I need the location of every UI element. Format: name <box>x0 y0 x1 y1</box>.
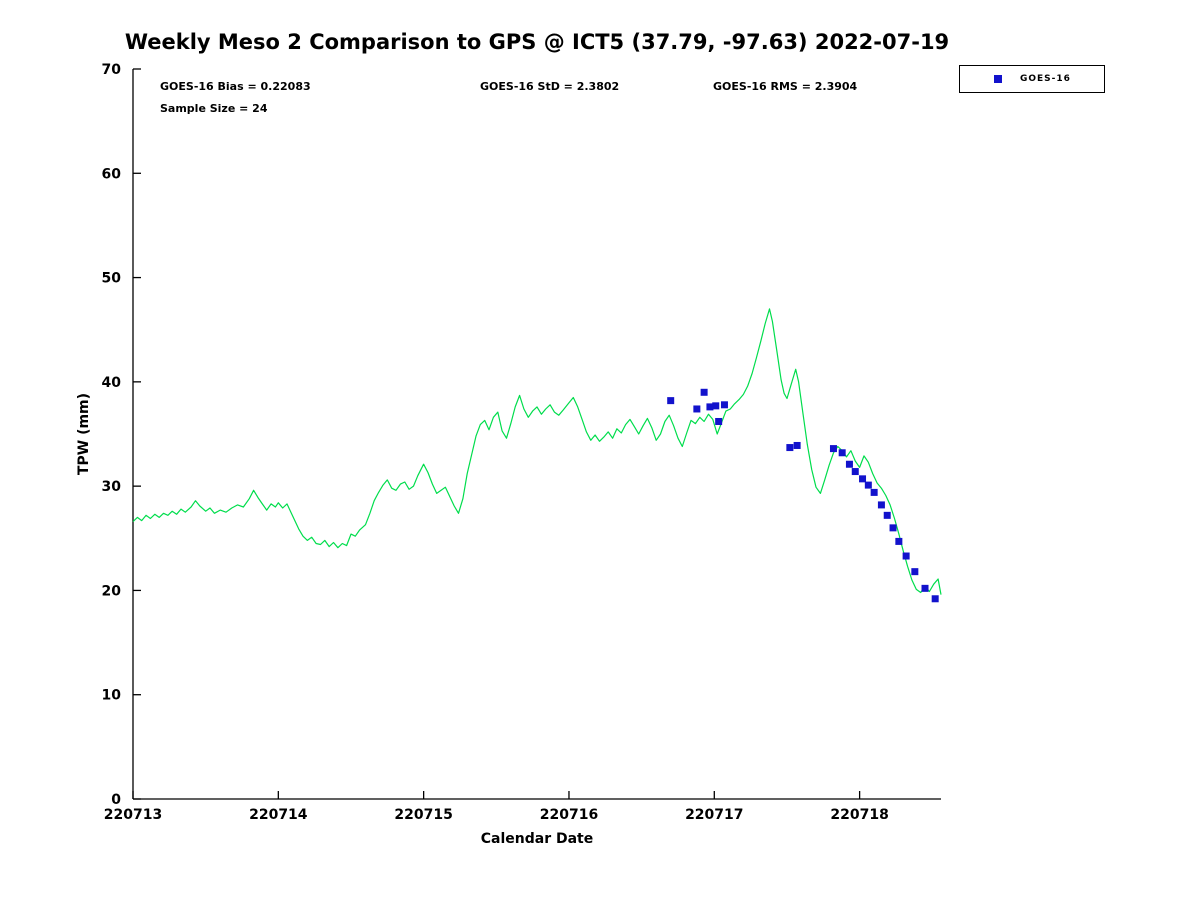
goes16-marker <box>921 584 929 592</box>
goes16-marker <box>845 460 853 468</box>
goes16-marker-icon <box>994 75 1002 83</box>
y-tick-label: 70 <box>102 62 122 78</box>
y-tick-label: 20 <box>102 583 122 599</box>
goes16-marker <box>706 403 714 411</box>
goes16-marker <box>864 481 872 489</box>
stat-bias-label: GOES-16 Bias = 0.22083 <box>160 80 311 93</box>
stat-rms-label: GOES-16 RMS = 2.3904 <box>713 80 858 93</box>
goes16-marker <box>895 537 903 545</box>
stat-std-label: GOES-16 StD = 2.3802 <box>480 80 620 93</box>
chart-title: Weekly Meso 2 Comparison to GPS @ ICT5 (… <box>124 30 950 54</box>
stat-sample-size-label: Sample Size = 24 <box>160 102 268 115</box>
y-tick-label: 50 <box>102 271 122 287</box>
goes16-marker <box>720 401 728 409</box>
x-axis-label: Calendar Date <box>481 831 594 847</box>
goes16-marker <box>829 445 837 453</box>
goes16-marker <box>902 552 910 560</box>
x-tick-label: 220717 <box>685 807 743 823</box>
x-tick-label: 220718 <box>830 807 888 823</box>
goes16-marker <box>859 475 867 483</box>
goes16-marker <box>911 568 919 576</box>
goes16-marker <box>700 388 708 396</box>
y-tick-label: 60 <box>102 166 122 182</box>
goes16-marker <box>870 488 878 496</box>
x-tick-label: 220713 <box>104 807 162 823</box>
y-tick-label: 40 <box>102 375 122 391</box>
goes16-marker <box>838 449 846 457</box>
y-tick-label: 0 <box>111 792 121 808</box>
goes16-marker <box>877 501 885 509</box>
goes16-marker <box>889 524 897 532</box>
goes16-marker <box>851 468 859 476</box>
gps-line <box>132 308 942 595</box>
goes16-marker <box>693 405 701 413</box>
x-tick-label: 220716 <box>540 807 598 823</box>
goes16-marker <box>715 417 723 425</box>
goes16-marker <box>793 441 801 449</box>
legend: GOES-16 <box>959 65 1105 93</box>
y-axis-label: TPW (mm) <box>76 393 92 475</box>
legend-label-goes16: GOES-16 <box>1020 74 1071 84</box>
x-tick-label: 220714 <box>249 807 308 823</box>
goes16-marker <box>712 402 720 410</box>
y-tick-label: 30 <box>102 479 122 495</box>
goes16-marker <box>667 397 675 405</box>
y-tick-label: 10 <box>102 688 122 704</box>
goes16-marker <box>931 595 939 603</box>
x-tick-label: 220715 <box>394 807 452 823</box>
goes16-marker <box>883 511 891 519</box>
goes16-marker <box>786 444 794 452</box>
